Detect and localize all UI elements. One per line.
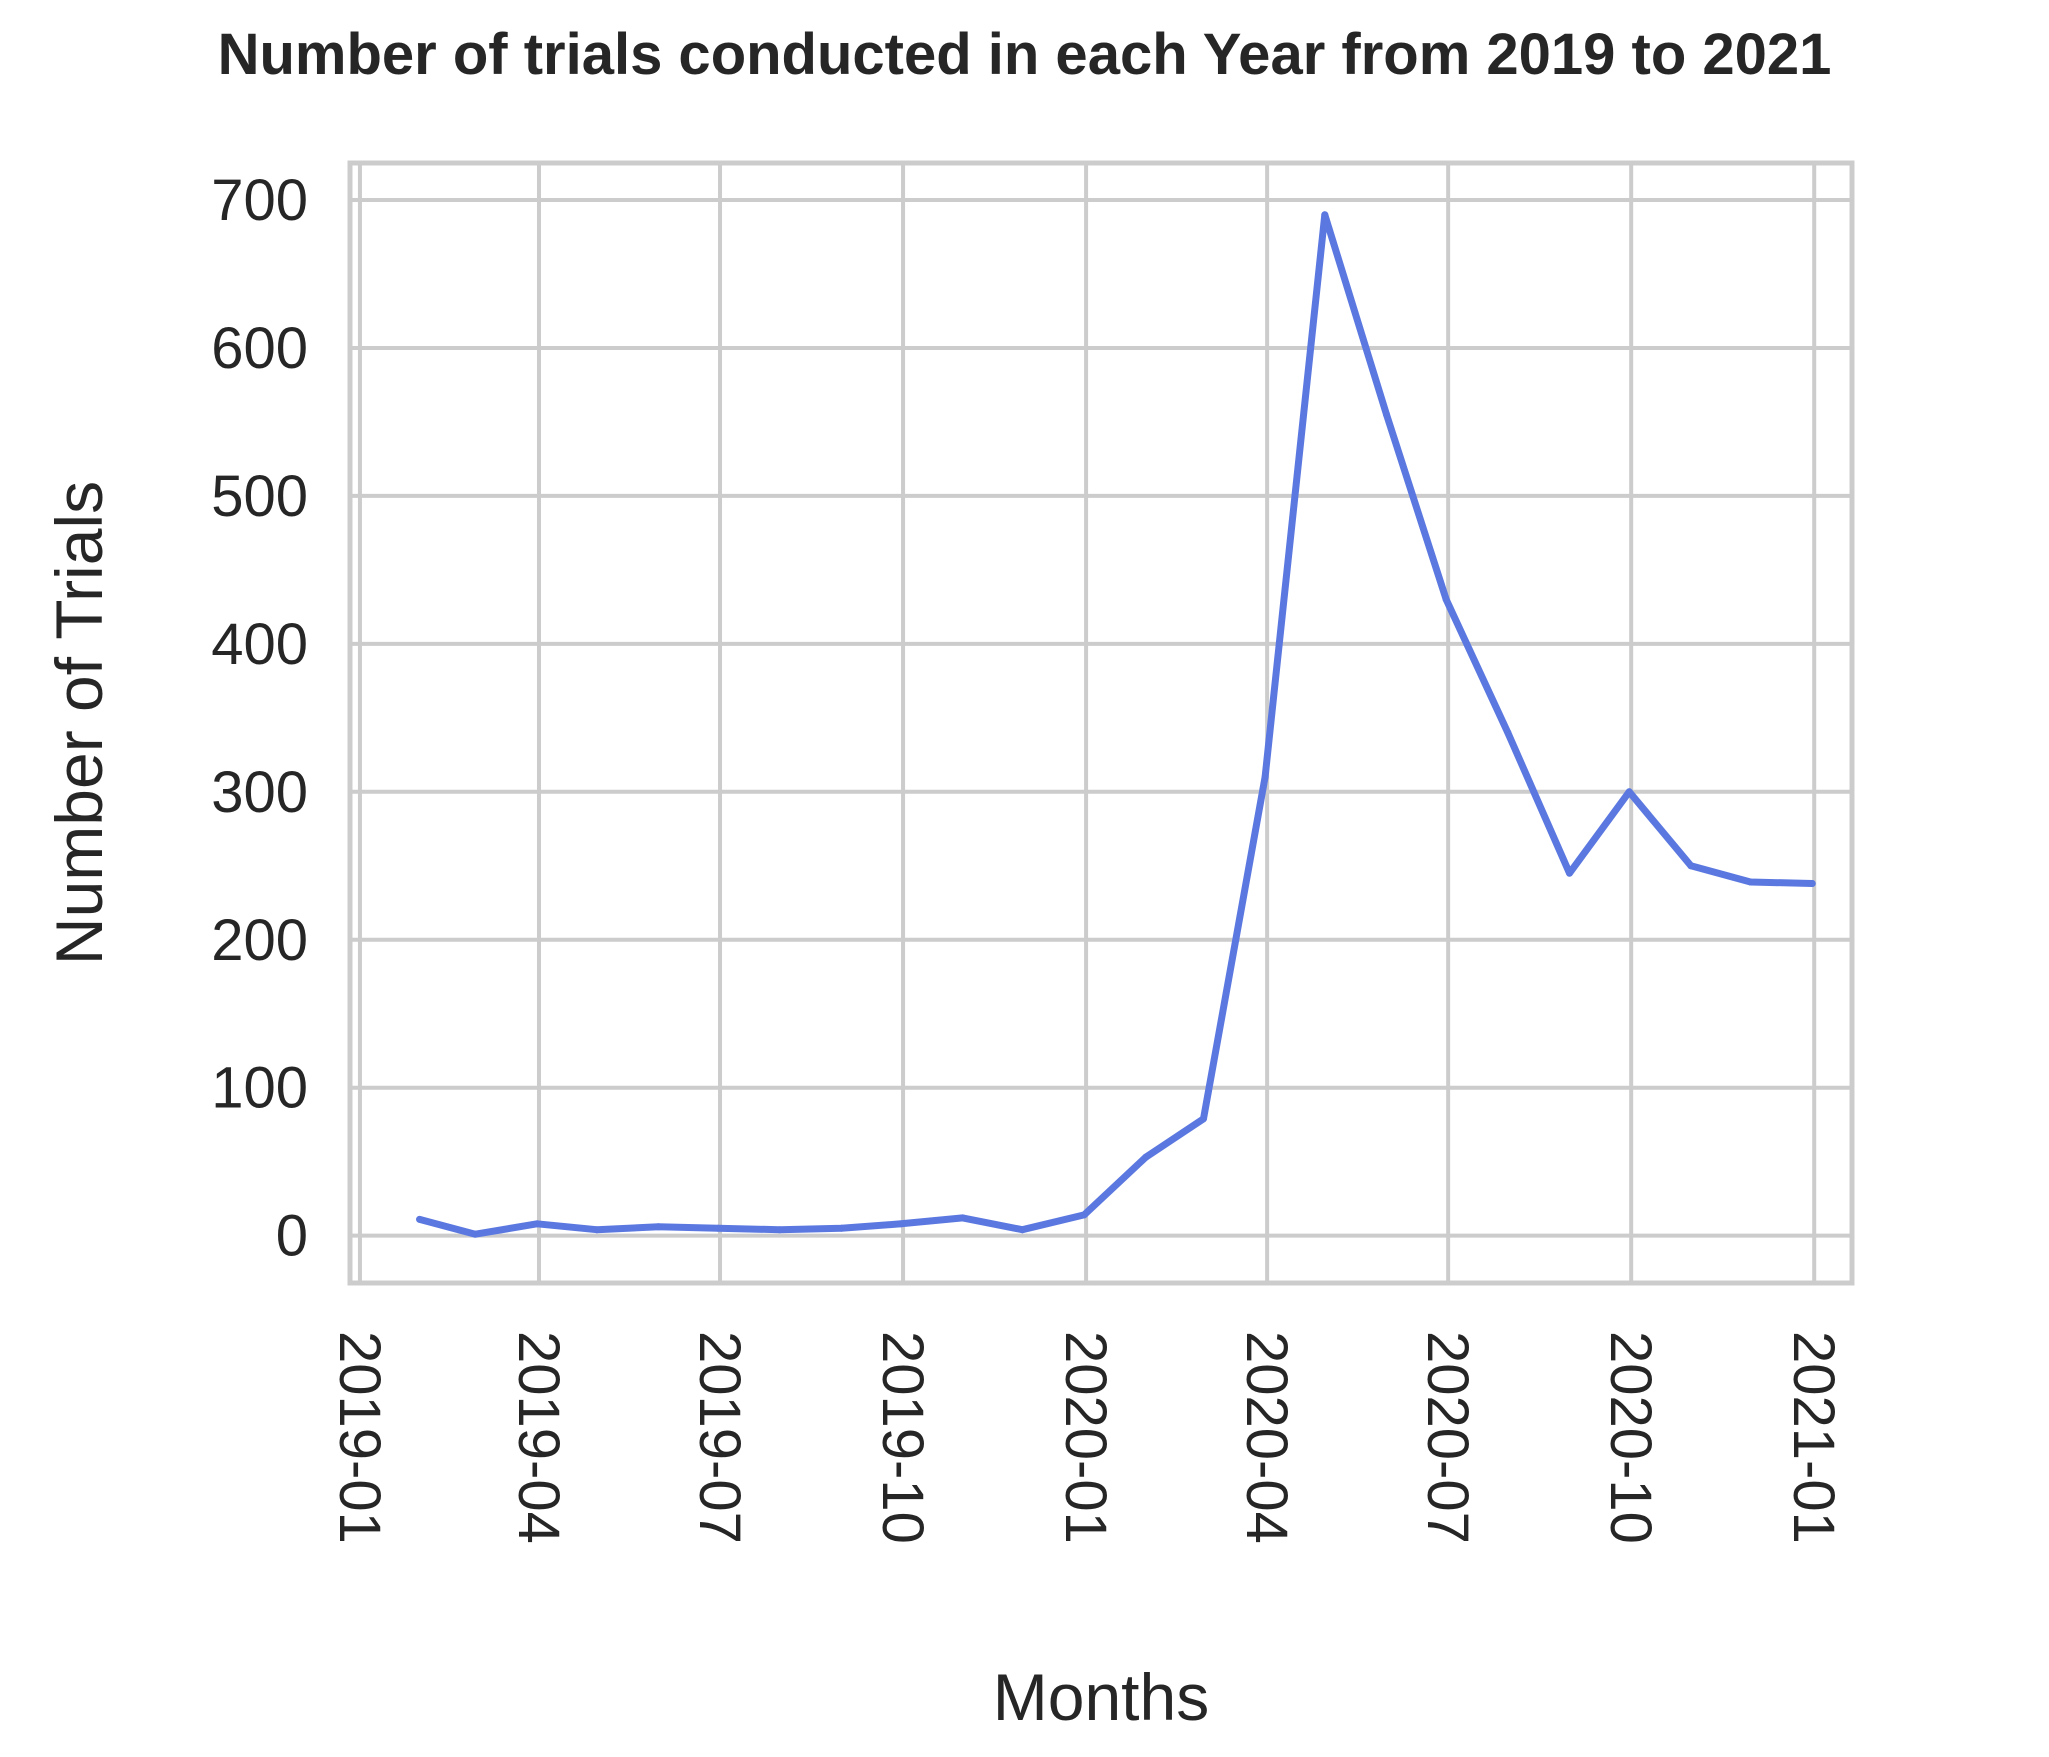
data-point <box>1261 773 1269 781</box>
data-point <box>416 1215 424 1223</box>
x-tick-label: 2020-07 <box>1415 1331 1480 1544</box>
data-point <box>1018 1226 1026 1234</box>
data-point <box>654 1223 662 1231</box>
grid-lines <box>350 163 1852 1283</box>
y-tick-labels: 0 100 200 300 400 500 600 700 <box>211 168 308 1269</box>
y-tick-label: 600 <box>211 316 308 381</box>
x-tick-label: 2019-07 <box>687 1331 752 1544</box>
data-point <box>471 1230 479 1238</box>
data-point <box>1687 862 1695 870</box>
data-point <box>776 1226 784 1234</box>
data-point <box>837 1224 845 1232</box>
data-point <box>1808 880 1816 888</box>
x-tick-label: 2019-01 <box>327 1331 392 1544</box>
data-point <box>533 1220 541 1228</box>
y-tick-label: 300 <box>211 760 308 825</box>
x-tick-label: 2020-10 <box>1598 1331 1663 1544</box>
data-point <box>1321 211 1329 219</box>
y-tick-label: 700 <box>211 168 308 233</box>
data-point <box>1625 788 1633 796</box>
plot-frame <box>347 160 1855 1286</box>
y-tick-label: 100 <box>211 1056 308 1121</box>
y-tick-label: 0 <box>276 1204 308 1269</box>
x-tick-label: 2020-04 <box>1234 1331 1299 1544</box>
x-tick-label: 2019-10 <box>870 1331 935 1544</box>
x-axis-label: Months <box>993 1660 1209 1734</box>
data-point <box>1142 1153 1150 1161</box>
data-point <box>1747 878 1755 886</box>
x-tick-label: 2021-01 <box>1781 1331 1846 1544</box>
x-tick-labels: 2019-01 2019-04 2019-07 2019-10 2020-01 2020-… <box>327 1331 1846 1544</box>
data-point <box>593 1226 601 1234</box>
chart-title: Number of trials conducted in each Year … <box>217 22 1832 87</box>
data-point <box>1382 411 1390 419</box>
y-tick-label: 500 <box>211 464 308 529</box>
x-tick-label: 2020-01 <box>1053 1331 1118 1544</box>
data-point <box>897 1220 905 1228</box>
series-line-0 <box>416 211 1816 1238</box>
data-point <box>1504 729 1512 737</box>
data-point <box>959 1214 967 1222</box>
y-tick-label: 200 <box>211 908 308 973</box>
y-axis-label: Number of Trials <box>42 481 116 965</box>
series-layer <box>416 211 1816 1238</box>
data-point <box>1080 1211 1088 1219</box>
y-tick-label: 400 <box>211 612 308 677</box>
x-tick-label: 2019-04 <box>506 1331 571 1544</box>
data-point <box>714 1224 722 1232</box>
data-point <box>1566 869 1574 877</box>
data-point <box>1199 1115 1207 1123</box>
data-point <box>1442 595 1450 603</box>
